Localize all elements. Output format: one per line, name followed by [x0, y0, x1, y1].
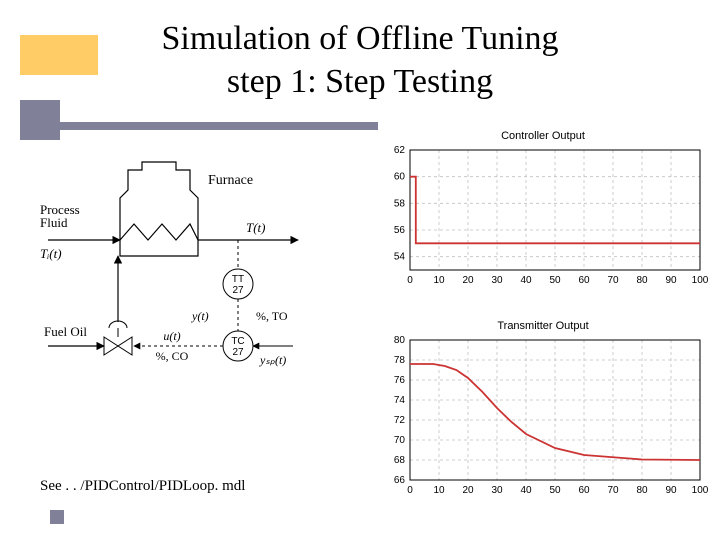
- svg-text:30: 30: [491, 275, 503, 286]
- svg-text:10: 10: [433, 485, 445, 496]
- svg-text:%, TO: %, TO: [256, 309, 288, 323]
- chart2-title: Transmitter Output: [378, 320, 708, 332]
- svg-text:62: 62: [394, 145, 406, 156]
- controller-output-chart: 0 10 20 30 40 50 60 70 80 90 100 54 56 58 60 62: [378, 144, 708, 304]
- deco-footer-square: [50, 510, 64, 524]
- process-diagram-svg: FurnaceProcessFluidTᵢ(t)T(t)TT27y(t)%, T…: [38, 150, 358, 460]
- svg-text:40: 40: [520, 485, 532, 496]
- svg-text:60: 60: [394, 172, 406, 183]
- svg-text:58: 58: [394, 198, 406, 209]
- svg-text:90: 90: [665, 275, 677, 286]
- svg-text:Tᵢ(t): Tᵢ(t): [40, 246, 62, 261]
- svg-text:Fuel Oil: Fuel Oil: [44, 324, 87, 339]
- svg-text:20: 20: [462, 275, 474, 286]
- svg-text:TC: TC: [231, 336, 244, 347]
- svg-text:56: 56: [394, 225, 406, 236]
- svg-text:78: 78: [394, 355, 406, 366]
- charts-panel: Controller Output 0102030405060708090100…: [378, 130, 708, 500]
- transmitter-output-chart: 0 10 20 30 40 50 60 70 80 90 100 66 68 70 72 74 76 78 80: [378, 334, 708, 509]
- svg-text:54: 54: [394, 252, 406, 263]
- svg-text:70: 70: [607, 485, 619, 496]
- chart1-title: Controller Output: [378, 130, 708, 142]
- svg-text:80: 80: [394, 335, 406, 346]
- process-diagram: FurnaceProcessFluidTᵢ(t)T(t)TT27y(t)%, T…: [38, 150, 358, 460]
- svg-text:90: 90: [665, 485, 677, 496]
- slide-title: Simulation of Offline Tuning step 1: Ste…: [0, 18, 720, 103]
- deco-gray-square: [20, 100, 60, 140]
- svg-text:80: 80: [636, 275, 648, 286]
- svg-text:50: 50: [549, 275, 561, 286]
- svg-text:Furnace: Furnace: [208, 173, 253, 188]
- svg-text:Fluid: Fluid: [40, 215, 68, 230]
- svg-text:100: 100: [692, 485, 708, 496]
- svg-text:0: 0: [407, 275, 413, 286]
- svg-text:TT: TT: [232, 274, 244, 285]
- svg-text:72: 72: [394, 415, 406, 426]
- svg-text:66: 66: [394, 475, 406, 486]
- svg-text:%, CO: %, CO: [156, 349, 189, 363]
- svg-text:70: 70: [607, 275, 619, 286]
- svg-text:27: 27: [232, 347, 244, 358]
- footnote-text: See . . /PIDControl/PIDLoop. mdl: [40, 478, 245, 495]
- svg-text:68: 68: [394, 455, 406, 466]
- svg-text:u(t): u(t): [163, 329, 180, 343]
- svg-text:100: 100: [692, 275, 708, 286]
- svg-text:10: 10: [433, 275, 445, 286]
- svg-text:30: 30: [491, 485, 503, 496]
- svg-text:yₛₚ(t): yₛₚ(t): [259, 353, 286, 367]
- svg-text:76: 76: [394, 375, 406, 386]
- svg-text:27: 27: [232, 285, 244, 296]
- svg-text:80: 80: [636, 485, 648, 496]
- title-line-1: Simulation of Offline Tuning: [0, 18, 720, 61]
- svg-text:40: 40: [520, 275, 532, 286]
- svg-text:y(t): y(t): [191, 309, 209, 323]
- svg-text:20: 20: [462, 485, 474, 496]
- svg-text:50: 50: [549, 485, 561, 496]
- svg-text:0: 0: [407, 485, 413, 496]
- title-line-2: step 1: Step Testing: [0, 61, 720, 104]
- deco-gray-bar: [38, 122, 378, 130]
- svg-text:60: 60: [578, 485, 590, 496]
- svg-text:T(t): T(t): [246, 220, 266, 235]
- svg-text:70: 70: [394, 435, 406, 446]
- svg-text:74: 74: [394, 395, 406, 406]
- svg-text:60: 60: [578, 275, 590, 286]
